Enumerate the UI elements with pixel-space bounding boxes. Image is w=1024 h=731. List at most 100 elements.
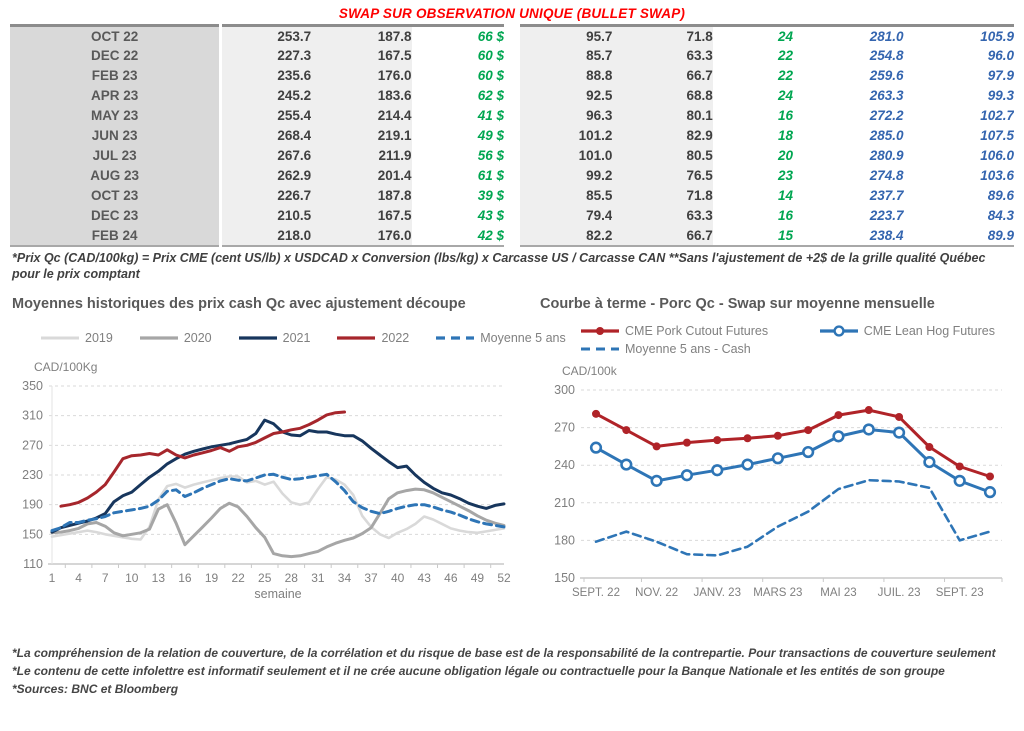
data-point-filled	[713, 435, 722, 444]
x-axis-title: semaine	[254, 587, 301, 601]
legend-marker-open	[833, 324, 845, 337]
cell-price-us-cash: 80.5	[612, 145, 713, 166]
disclaimer-line-3: *Sources: BNC et Bloomberg	[12, 681, 179, 696]
cell-futures-cad: 281.0	[869, 28, 904, 44]
cell-price-us-cash: 80.1	[612, 105, 713, 126]
right-chart-title: Courbe à terme - Porc Qc - Swap sur moye…	[540, 295, 935, 312]
data-point-filled	[743, 433, 752, 442]
table-row: AUG 23 262.9 201.4 61 $99.2 76.5 23 274.8 103.6	[10, 165, 1014, 186]
data-point-filled	[925, 442, 934, 451]
legend-label: 2019	[85, 330, 113, 345]
data-point-open	[680, 468, 694, 481]
data-point-filled	[986, 471, 994, 480]
legend-label: CME Pork Cutout Futures	[625, 323, 769, 338]
swap-table: OCT 22 253.7 187.8 66 $95.7 71.8 24 281.0 105.9…	[10, 24, 1014, 247]
series-line-Moyenne 5 ans - Cash	[594, 478, 992, 557]
table-row: JUL 23 267.6 211.9 56 $101.0 80.5 20 280.9 106.…	[10, 145, 1014, 166]
x-tick-label: 22	[231, 571, 245, 585]
data-point-open	[802, 445, 815, 458]
cell-price-qc-swap: 227.3	[220, 45, 312, 66]
x-tick-label: 13	[152, 571, 166, 585]
cell-price-qc-cash: 187.8	[311, 185, 412, 206]
x-tick-label: 43	[418, 571, 432, 585]
cell-price-us-swap: 88.8	[503, 65, 613, 86]
historical-prices-chart: Moyennes historiques des prix cash Qc av…	[10, 296, 566, 628]
legend-item: Moyenne 5 ans - Cash	[580, 342, 819, 356]
cell-count: 18	[778, 128, 794, 143]
data-point-open	[741, 457, 754, 471]
right-chart-canvas: 150 180 210 240 270 300 SEPT. 22 NOV. 22 JANV. 2…	[554, 383, 1003, 599]
cell-futures-us: 84.3	[987, 208, 1014, 223]
cell-price-us-cash: 63.3	[612, 45, 713, 66]
cell-price-qc-cash: 183.6	[311, 85, 412, 106]
x-tick-label: 19	[205, 571, 219, 585]
cell-count: 14	[778, 188, 794, 203]
left-chart-canvas: 110 150 190 230 270 310 350 1 4 7 10 13 16 19 22 25 28 31…	[22, 379, 511, 601]
disclaimer-footer: *La compréhension de la relation de couv…	[10, 644, 1014, 698]
y-tick-label: 240	[554, 458, 575, 472]
cell-price-us-cash: 63.3	[612, 205, 713, 226]
cell-gain-dollar: 39 $	[477, 188, 504, 203]
cell-futures-cad: 254.8	[869, 48, 904, 63]
cell-futures-cad: 223.7	[869, 208, 904, 223]
cell-count: 16	[778, 108, 794, 123]
cell-gain-dollar: 56 $	[477, 148, 504, 163]
data-point-open	[771, 451, 784, 464]
legend-item: CME Lean Hog Futures	[819, 324, 1014, 338]
legend-marker-filled	[596, 326, 604, 335]
series-line-2020	[50, 487, 506, 558]
cell-futures-cad: 263.3	[869, 88, 904, 103]
cell-price-us-cash: 71.8	[612, 25, 713, 46]
cell-month: OCT 22	[10, 25, 223, 46]
report-title: SWAP SUR OBSERVATION UNIQUE (BULLET SWAP…	[338, 6, 686, 21]
cell-price-us-swap: 101.0	[503, 145, 613, 166]
cell-price-qc-cash: 176.0	[311, 225, 412, 246]
cell-price-qc-cash: 176.0	[311, 65, 412, 86]
legend-item: CME Pork Cutout Futures	[580, 324, 819, 338]
cell-price-us-cash: 66.7	[612, 225, 713, 246]
cell-price-us-swap: 82.2	[503, 225, 613, 246]
legend-swatch	[436, 335, 475, 340]
x-tick-label: 25	[258, 571, 272, 585]
legend-swatch	[41, 336, 79, 339]
cell-futures-us: 89.9	[987, 227, 1014, 243]
cell-count: 24	[778, 88, 794, 103]
table-row: FEB 23 235.6 176.0 60 $88.8 66.7 22 259.6 97.9	[10, 65, 1014, 86]
data-point-open	[650, 474, 663, 487]
y-tick-label: 300	[554, 383, 575, 397]
data-point-open	[923, 455, 936, 468]
y-tick-label: 310	[22, 408, 43, 422]
table-footnote: *Prix Qc (CAD/100kg) = Prix CME (cent US…	[12, 250, 986, 281]
cell-price-qc-swap: 255.4	[220, 105, 312, 126]
cell-month: DEC 22	[10, 45, 223, 66]
table-row: OCT 22 253.7 187.8 66 $95.7 71.8 24 281.0 105.9	[10, 25, 1014, 46]
cell-price-qc-swap: 235.6	[220, 65, 312, 86]
cell-count: 24	[778, 28, 794, 44]
cell-month: JUL 23	[10, 145, 223, 166]
cell-month: APR 23	[10, 85, 223, 106]
legend-swatch	[581, 347, 619, 350]
x-tick-label: 49	[471, 571, 485, 585]
cell-month: FEB 23	[10, 65, 223, 86]
left-chart-legend: 2019 2020 2021 2022 Moyenne 5 ans	[12, 318, 566, 358]
data-point-filled	[804, 425, 813, 434]
cell-month: OCT 23	[10, 185, 223, 206]
data-point-open	[983, 485, 997, 498]
legend-item: 2020	[139, 331, 212, 345]
cell-gain-dollar: 42 $	[477, 227, 504, 243]
cell-price-qc-cash: 167.5	[311, 45, 412, 66]
cell-price-us-swap: 85.5	[503, 185, 613, 206]
legend-swatch	[139, 335, 178, 340]
legend-label: 2022	[381, 330, 410, 345]
legend-item: 2021	[238, 331, 310, 345]
legend-label: CME Lean Hog Futures	[863, 323, 995, 338]
data-point-open	[589, 441, 603, 454]
data-point-filled	[773, 431, 782, 440]
cell-price-us-swap: 101.2	[503, 125, 613, 146]
cell-futures-cad: 238.4	[869, 227, 904, 243]
cell-count: 20	[778, 148, 794, 163]
cell-count: 22	[778, 48, 794, 63]
x-tick-label: 52	[497, 571, 511, 585]
cell-futures-cad: 280.9	[869, 148, 904, 163]
x-tick-label: 4	[75, 571, 82, 585]
